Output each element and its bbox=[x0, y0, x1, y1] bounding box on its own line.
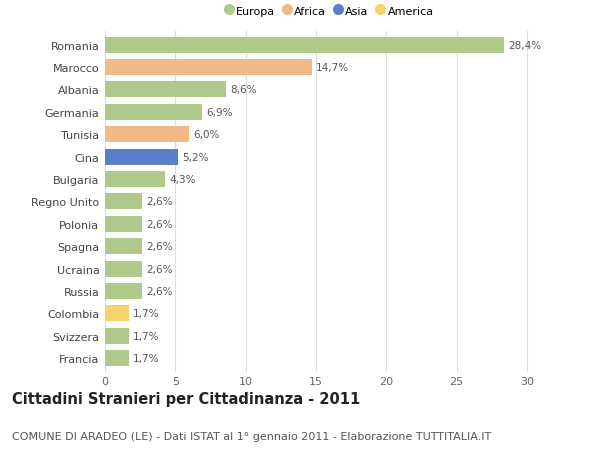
Bar bbox=[105, 82, 226, 98]
Text: 2,6%: 2,6% bbox=[146, 264, 172, 274]
Text: 6,9%: 6,9% bbox=[206, 107, 233, 118]
Bar bbox=[105, 172, 166, 188]
Text: 2,6%: 2,6% bbox=[146, 219, 172, 230]
Bar bbox=[105, 149, 178, 165]
Bar bbox=[105, 38, 505, 54]
Text: 8,6%: 8,6% bbox=[230, 85, 257, 95]
Text: 1,7%: 1,7% bbox=[133, 353, 160, 364]
Bar bbox=[105, 105, 202, 121]
Text: Cittadini Stranieri per Cittadinanza - 2011: Cittadini Stranieri per Cittadinanza - 2… bbox=[12, 391, 360, 406]
Legend: Europa, Africa, Asia, America: Europa, Africa, Asia, America bbox=[223, 2, 437, 20]
Bar bbox=[105, 216, 142, 232]
Text: 6,0%: 6,0% bbox=[194, 130, 220, 140]
Bar bbox=[105, 194, 142, 210]
Text: 5,2%: 5,2% bbox=[182, 152, 209, 162]
Text: 28,4%: 28,4% bbox=[509, 40, 542, 50]
Text: 1,7%: 1,7% bbox=[133, 309, 160, 319]
Text: 2,6%: 2,6% bbox=[146, 286, 172, 297]
Text: COMUNE DI ARADEO (LE) - Dati ISTAT al 1° gennaio 2011 - Elaborazione TUTTITALIA.: COMUNE DI ARADEO (LE) - Dati ISTAT al 1°… bbox=[12, 431, 491, 441]
Text: 2,6%: 2,6% bbox=[146, 241, 172, 252]
Bar bbox=[105, 350, 129, 366]
Bar bbox=[105, 60, 312, 76]
Text: 14,7%: 14,7% bbox=[316, 63, 349, 73]
Text: 1,7%: 1,7% bbox=[133, 331, 160, 341]
Bar bbox=[105, 239, 142, 255]
Bar bbox=[105, 306, 129, 322]
Bar bbox=[105, 261, 142, 277]
Bar bbox=[105, 283, 142, 299]
Text: 4,3%: 4,3% bbox=[170, 174, 196, 185]
Text: 2,6%: 2,6% bbox=[146, 197, 172, 207]
Bar bbox=[105, 328, 129, 344]
Bar bbox=[105, 127, 190, 143]
